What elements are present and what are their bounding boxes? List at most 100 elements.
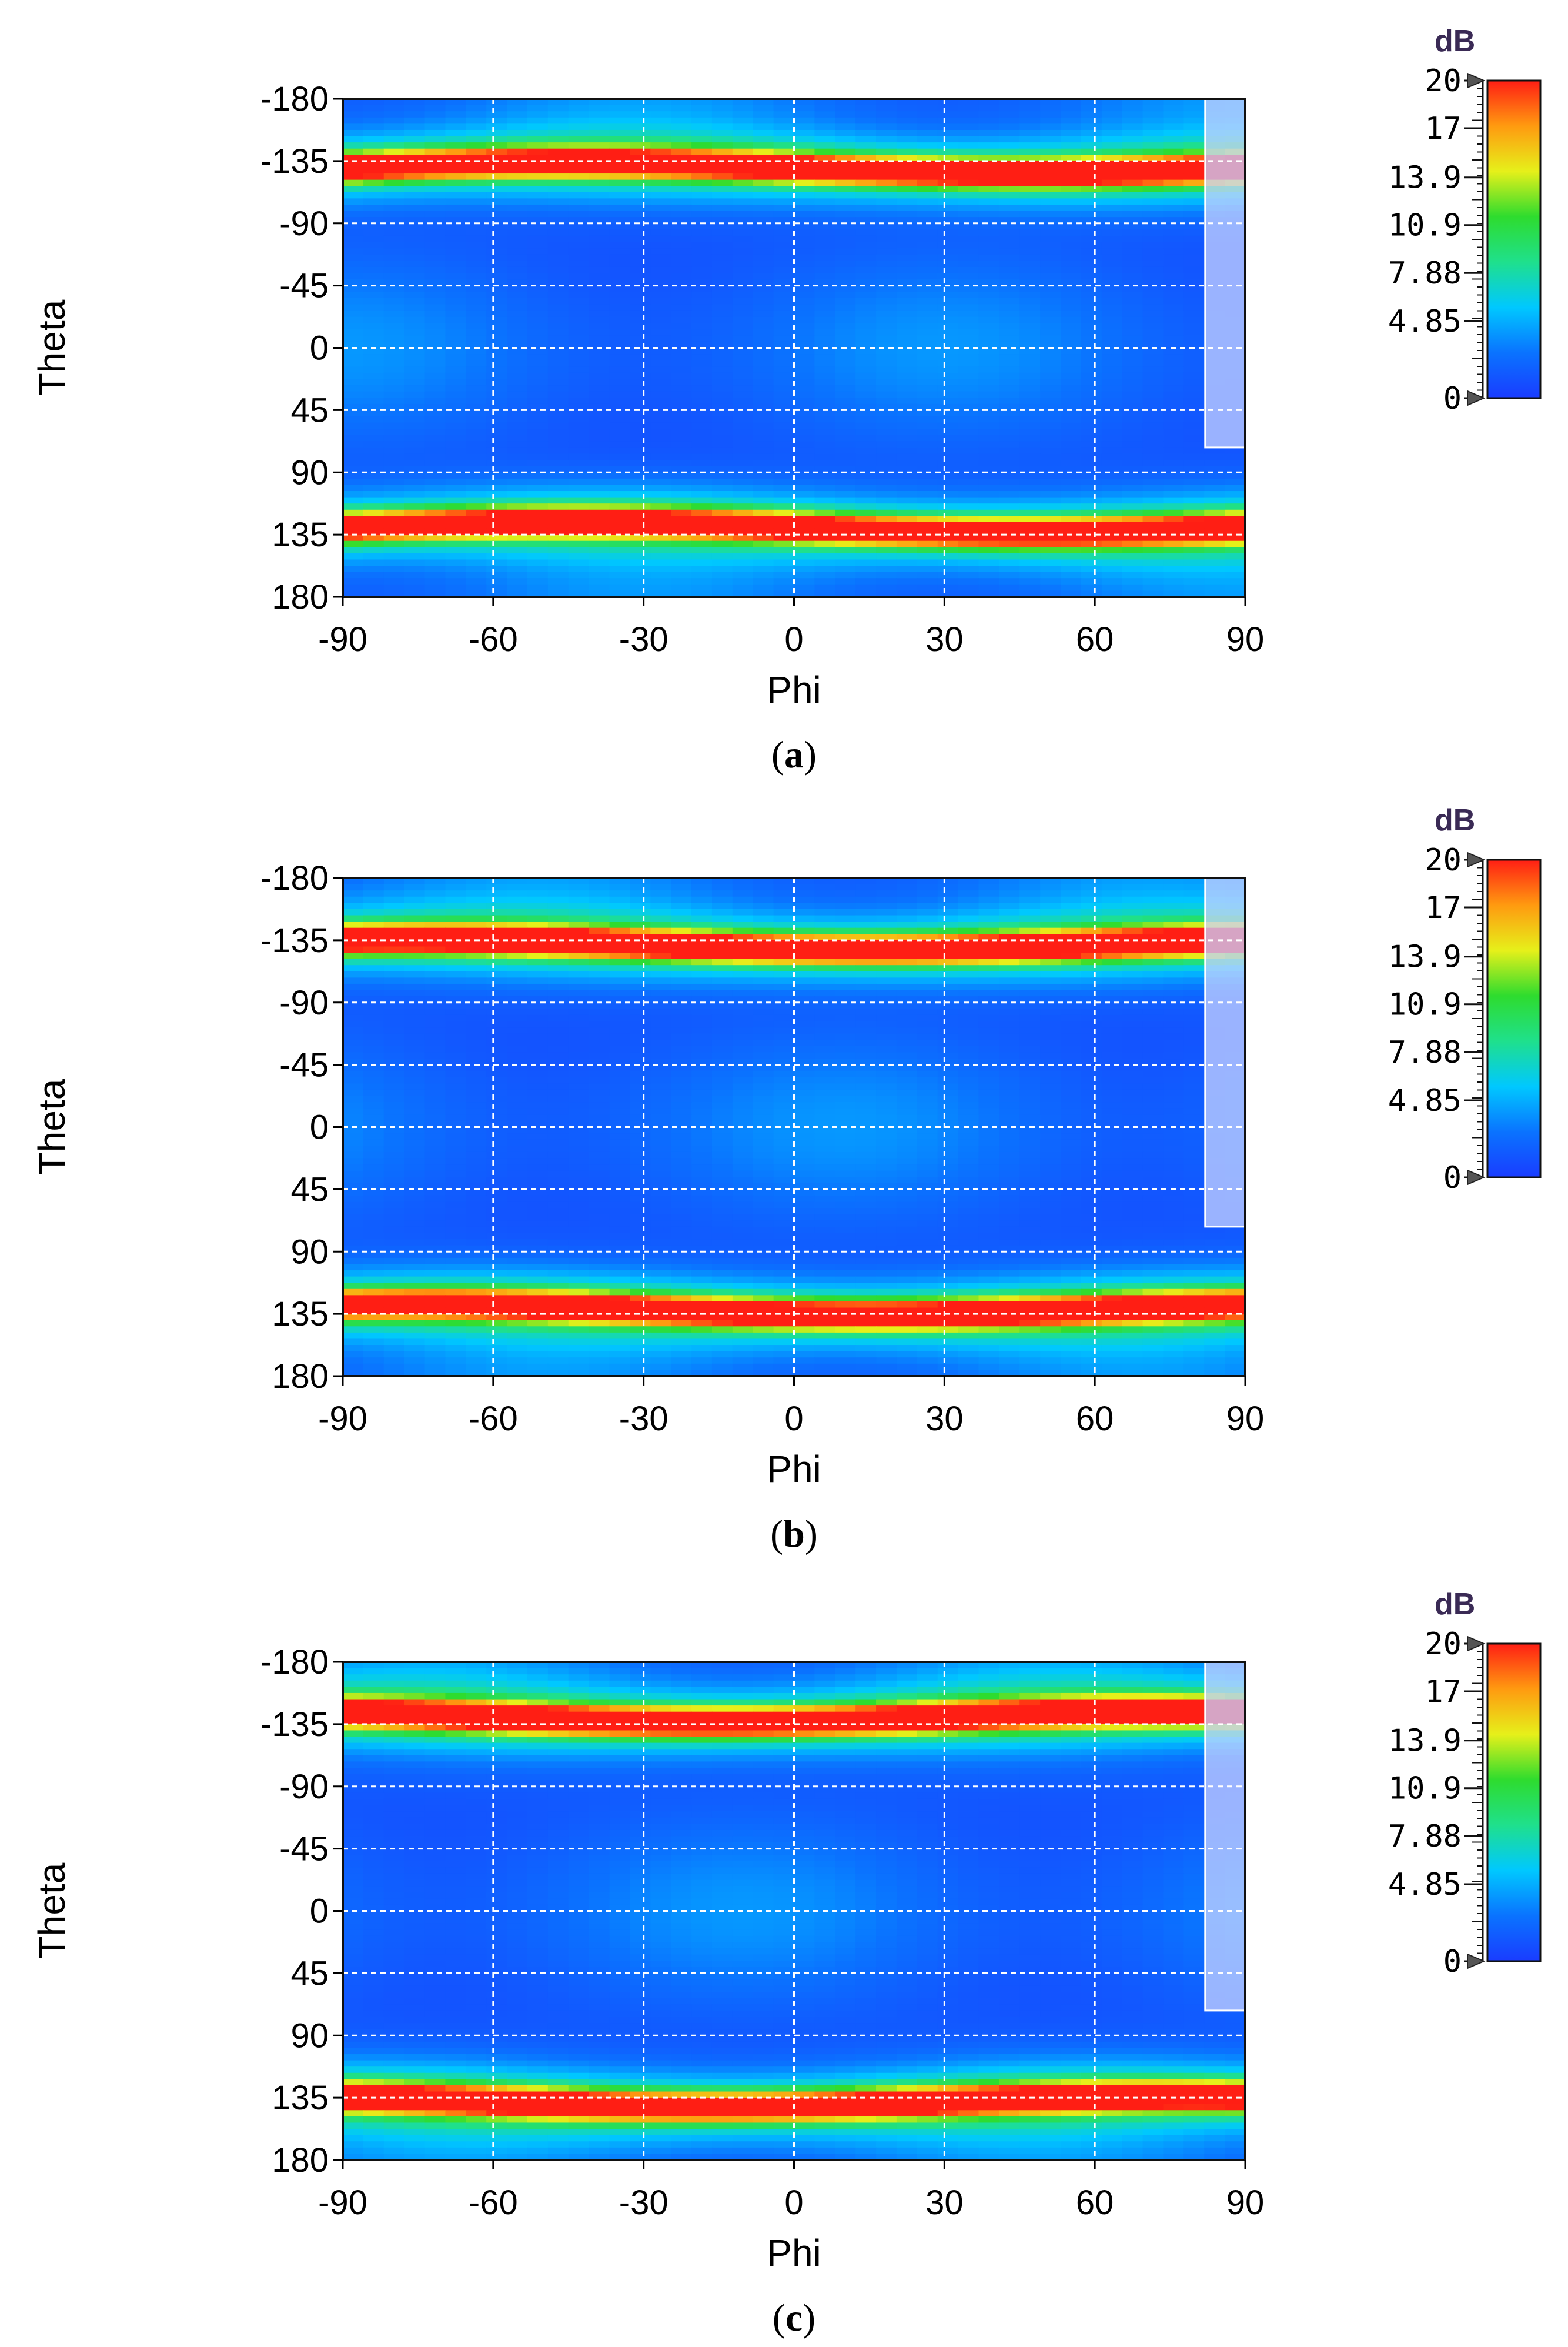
heatmap-cell (1081, 316, 1102, 323)
heatmap-cell (1081, 971, 1102, 978)
heatmap-cell (507, 1059, 528, 1066)
heatmap-cell (814, 1059, 835, 1066)
heatmap-cell (383, 1064, 405, 1071)
colorbar-max-arrow-icon[interactable] (1467, 72, 1486, 89)
heatmap-cell (814, 516, 835, 523)
heatmap-cell (1163, 516, 1184, 523)
heatmap-cell (999, 447, 1020, 455)
heatmap-cell (773, 422, 795, 429)
heatmap-cell (876, 528, 897, 535)
heatmap-cell (527, 491, 549, 498)
heatmap-cell (794, 366, 815, 373)
heatmap-cell (1122, 279, 1144, 286)
heatmap-cell (814, 478, 835, 486)
heatmap-cell (383, 491, 405, 498)
heatmap-cell (589, 953, 610, 960)
heatmap-cell (835, 385, 856, 392)
heatmap-cell (363, 466, 385, 473)
heatmap-cell (978, 1064, 999, 1071)
heatmap-cell (568, 590, 590, 597)
heatmap-cell (1163, 254, 1184, 261)
colorbar-min-arrow-icon[interactable] (1467, 390, 1486, 406)
heatmap-cell (835, 173, 856, 181)
heatmap-cell (671, 429, 692, 436)
heatmap-cell (732, 316, 754, 323)
heatmap-cell (937, 136, 959, 143)
heatmap-cell (486, 204, 507, 212)
heatmap-cell (650, 922, 671, 929)
heatmap-cell (609, 254, 631, 261)
heatmap-cell (1019, 279, 1041, 286)
heatmap-cell (466, 379, 487, 386)
heatmap-cell (650, 422, 671, 429)
heatmap-cell (630, 348, 651, 355)
heatmap-cell (691, 354, 713, 361)
heatmap-cell (363, 915, 385, 922)
heatmap-cell (855, 953, 877, 960)
heatmap-cell (630, 522, 651, 529)
heatmap-cell (1163, 117, 1184, 124)
heatmap-cell (1081, 416, 1102, 423)
heatmap-cell (691, 316, 713, 323)
heatmap-cell (527, 341, 549, 349)
heatmap-cell (876, 292, 897, 299)
heatmap-cell (937, 466, 959, 473)
heatmap-cell (1040, 173, 1061, 181)
heatmap-cell (404, 485, 426, 492)
heatmap-cell (1142, 254, 1164, 261)
heatmap-cell (609, 447, 631, 455)
heatmap-cell (527, 584, 549, 592)
heatmap-cell (404, 1033, 426, 1040)
heatmap-cell (1183, 123, 1205, 131)
heatmap-cell (794, 105, 815, 112)
heatmap-cell (343, 1009, 364, 1016)
heatmap-cell (835, 453, 856, 460)
heatmap-cell (732, 235, 754, 243)
heatmap-cell (363, 261, 385, 268)
heatmap-cell (1081, 983, 1102, 991)
heatmap-cell (404, 410, 426, 417)
heatmap-cell (671, 223, 692, 230)
heatmap-cell (711, 915, 733, 922)
heatmap-cell (486, 235, 507, 243)
heatmap-cell (814, 522, 835, 529)
heatmap-cell (753, 485, 774, 492)
heatmap-cell (466, 298, 487, 305)
heatmap-cell (978, 485, 999, 492)
heatmap-cell (896, 478, 918, 486)
heatmap-cell (589, 578, 610, 585)
heatmap-cell (486, 341, 507, 349)
heatmap-cell (568, 922, 590, 929)
heatmap-cell (1061, 372, 1082, 380)
heatmap-cell (424, 983, 446, 991)
heatmap-cell (1061, 578, 1082, 585)
heatmap-cell (671, 1027, 692, 1034)
heatmap-cell (363, 279, 385, 286)
heatmap-cell (1040, 915, 1061, 922)
heatmap-cell (691, 572, 713, 579)
heatmap-cell (855, 965, 877, 972)
heatmap-cell (650, 1021, 671, 1028)
heatmap-cell (1183, 372, 1205, 380)
heatmap-cell (404, 922, 426, 929)
heatmap-cell (1183, 1064, 1205, 1071)
heatmap-cell (917, 372, 938, 380)
heatmap-cell (1019, 235, 1041, 243)
heatmap-cell (958, 516, 979, 523)
heatmap-cell (1163, 261, 1184, 268)
heatmap-cell (753, 136, 774, 143)
heatmap-cell (753, 111, 774, 118)
heatmap-cell (547, 453, 569, 460)
heatmap-cell (691, 261, 713, 268)
heatmap-cell (711, 946, 733, 953)
heatmap-cell (383, 167, 405, 174)
heatmap-cell (589, 179, 610, 186)
heatmap-cell (404, 99, 426, 106)
heatmap-cell (1183, 235, 1205, 243)
colorbar-tick-label: 13.9 (1388, 161, 1462, 196)
heatmap-cell (1183, 341, 1205, 349)
heatmap-cell (1122, 273, 1144, 280)
heatmap-cell (1019, 410, 1041, 417)
heatmap-cell (814, 884, 835, 891)
heatmap-cell (1061, 903, 1082, 910)
